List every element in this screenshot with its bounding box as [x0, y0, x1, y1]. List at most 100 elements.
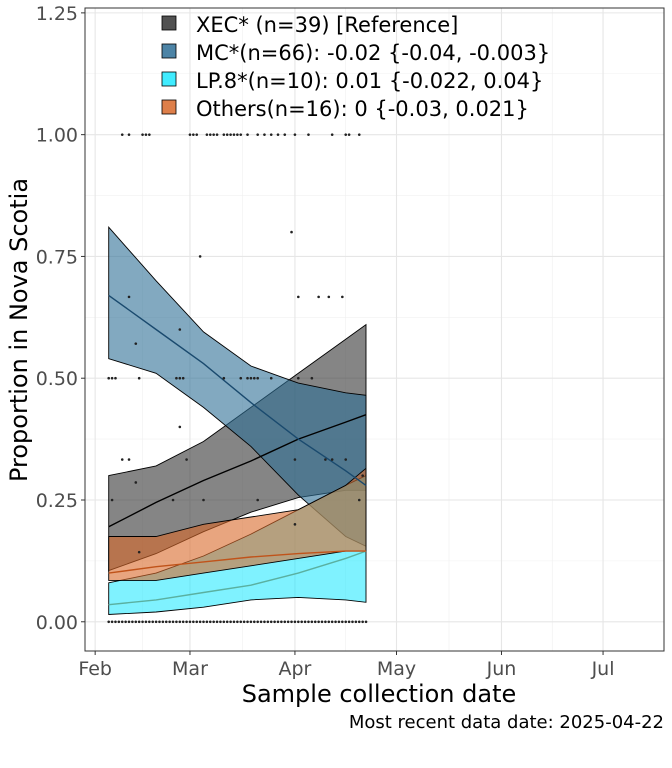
data-point-zero [219, 620, 222, 624]
data-point-zero [141, 620, 144, 624]
data-point-zero [283, 620, 287, 624]
data-point [178, 425, 182, 429]
data-point [222, 133, 226, 136]
data-point-zero [263, 620, 266, 624]
data-point [246, 133, 249, 136]
data-point [290, 230, 293, 234]
data-point-zero [198, 620, 202, 624]
data-point-zero [259, 620, 263, 624]
data-point-zero [232, 620, 236, 624]
data-point-zero [317, 620, 320, 624]
plot-panel-border [84, 7, 665, 652]
data-point-zero [185, 620, 188, 624]
data-point [344, 458, 348, 461]
data-point-zero [242, 620, 246, 624]
data-point [327, 295, 331, 299]
data-point [293, 523, 297, 526]
data-point [293, 458, 297, 461]
fit-line-series-2 [108, 550, 367, 606]
data-point-zero [120, 620, 124, 624]
y-tick-label: 0.75 [36, 246, 78, 268]
fit-lines [108, 294, 367, 606]
confidence-bands [108, 226, 367, 615]
data-point-zero [114, 620, 117, 624]
data-point [192, 133, 195, 136]
data-point [324, 458, 327, 461]
data-point-zero [273, 620, 276, 624]
data-point-zero [117, 620, 121, 624]
x-tick-label: Jun [486, 658, 517, 680]
data-point-zero [137, 620, 141, 624]
data-point [276, 133, 280, 136]
data-point [229, 133, 232, 136]
data-point [188, 133, 192, 136]
data-point-zero [249, 620, 253, 624]
data-point-zero [327, 620, 331, 624]
data-point [232, 133, 236, 136]
y-tick-label: 1.00 [36, 125, 78, 147]
data-point [256, 498, 259, 502]
data-point-zero [161, 620, 165, 624]
data-point [293, 133, 297, 136]
data-point [114, 376, 117, 380]
data-point-zero [364, 620, 368, 624]
y-tick-label: 0.50 [36, 368, 78, 390]
data-point [239, 376, 243, 380]
x-tick-label: Apr [278, 658, 311, 680]
data-point-zero [310, 620, 314, 624]
data-point [134, 342, 138, 345]
data-point [181, 376, 185, 380]
data-point [205, 133, 209, 136]
data-point-zero [222, 620, 226, 624]
data-point [127, 133, 131, 136]
data-point-zero [195, 620, 199, 624]
data-point [144, 133, 148, 136]
data-point-zero [280, 620, 283, 624]
data-point-zero [168, 620, 171, 624]
data-point [297, 376, 300, 380]
data-point-zero [307, 620, 310, 624]
data-point-zero [208, 620, 212, 624]
data-point [239, 133, 243, 136]
data-point-zero [266, 620, 270, 624]
data-point [330, 133, 334, 136]
x-tick-label: Jul [591, 658, 615, 680]
axes: 0.00 0.25 0.50 0.75 1.00 1.25 Feb Mar Apr May Jun J… [36, 3, 615, 680]
data-point [208, 133, 212, 136]
data-point-zero [290, 620, 293, 624]
data-point [127, 295, 131, 299]
data-point-zero [212, 620, 215, 624]
data-point [171, 498, 175, 502]
data-point [361, 474, 364, 477]
y-axis-title: Proportion in Nova Scotia [5, 178, 33, 482]
data-point-zero [215, 620, 219, 624]
data-point-zero [344, 620, 348, 624]
data-point [283, 133, 287, 136]
data-point [178, 376, 182, 380]
data-point [137, 550, 141, 554]
data-point-zero [158, 620, 161, 624]
data-point [148, 133, 151, 136]
data-point-zero [171, 620, 175, 624]
data-point-zero [324, 620, 327, 624]
data-point-zero [303, 620, 307, 624]
data-point-zero [239, 620, 243, 624]
y-tick-label: 1.25 [36, 3, 78, 25]
data-point [269, 133, 273, 136]
data-point-zero [269, 620, 273, 624]
data-point-zero [341, 620, 344, 624]
data-point [246, 376, 249, 380]
data-point-zero [181, 620, 185, 624]
data-point-zero [320, 620, 324, 624]
data-point [347, 133, 351, 136]
caption: Most recent data date: 2025-04-22 [349, 712, 664, 733]
data-point [110, 498, 114, 502]
data-point [175, 376, 178, 380]
data-point [341, 295, 344, 299]
data-point [269, 376, 273, 380]
data-point-zero [205, 620, 209, 624]
data-point [110, 376, 114, 380]
data-point-zero [164, 620, 168, 624]
data-points [107, 133, 368, 624]
